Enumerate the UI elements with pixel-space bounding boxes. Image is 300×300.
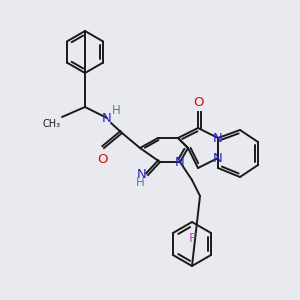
- Text: F: F: [188, 232, 196, 245]
- Text: H: H: [112, 103, 120, 116]
- Text: O: O: [193, 96, 203, 109]
- Text: N: N: [213, 131, 223, 145]
- Text: N: N: [137, 169, 147, 182]
- Text: N: N: [175, 155, 185, 169]
- Text: O: O: [98, 153, 108, 166]
- Text: H: H: [136, 176, 144, 190]
- Text: N: N: [213, 152, 223, 164]
- Text: CH₃: CH₃: [43, 119, 61, 129]
- Text: N: N: [102, 112, 112, 124]
